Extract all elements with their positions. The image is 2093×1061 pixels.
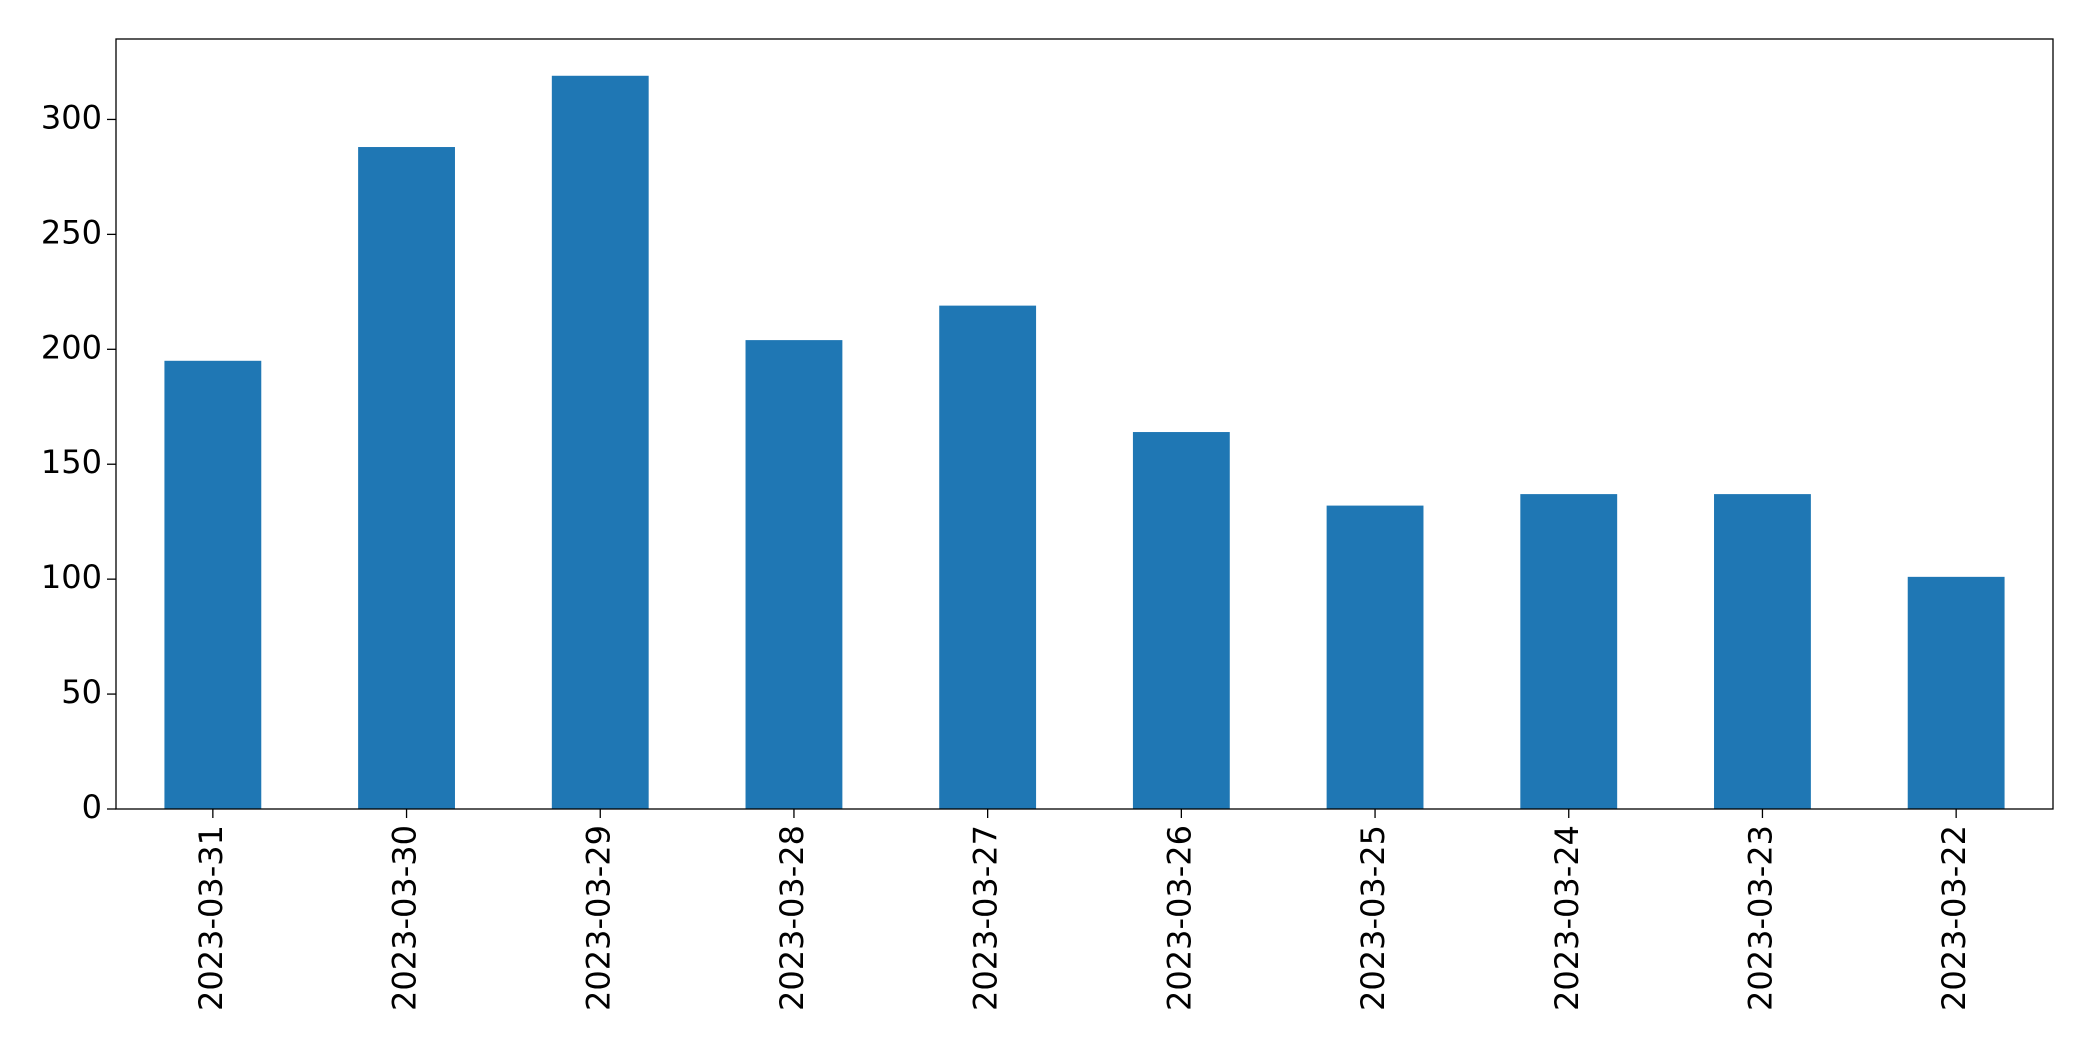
bar [1326,505,1424,809]
x-tick-label: 2023-03-29 [579,825,617,1011]
bar [164,360,262,809]
bar [939,305,1037,809]
y-tick-label: 100 [41,558,102,596]
bar [745,340,843,809]
x-tick-label: 2023-03-22 [1935,825,1973,1011]
y-tick-label: 250 [41,213,102,251]
bar [358,147,455,809]
y-tick-label: 0 [82,788,102,826]
x-tick-label: 2023-03-28 [773,825,811,1011]
x-tick-label: 2023-03-24 [1548,825,1586,1011]
bar [1907,576,2005,809]
x-tick-label: 2023-03-30 [386,825,424,1011]
x-tick-label: 2023-03-27 [967,825,1005,1011]
x-tick-label: 2023-03-31 [192,825,230,1011]
bar [551,75,649,809]
x-tick-label: 2023-03-25 [1354,825,1392,1011]
x-tick-label: 2023-03-26 [1160,825,1198,1011]
y-tick-label: 50 [61,673,102,711]
x-tick-label: 2023-03-23 [1741,825,1779,1011]
bar [1520,494,1618,809]
y-tick-label: 200 [41,328,102,366]
y-tick-label: 150 [41,443,102,481]
y-tick-label: 300 [41,98,102,136]
bar [1714,494,1811,809]
bar [1132,432,1230,809]
plot-frame [115,38,2054,810]
